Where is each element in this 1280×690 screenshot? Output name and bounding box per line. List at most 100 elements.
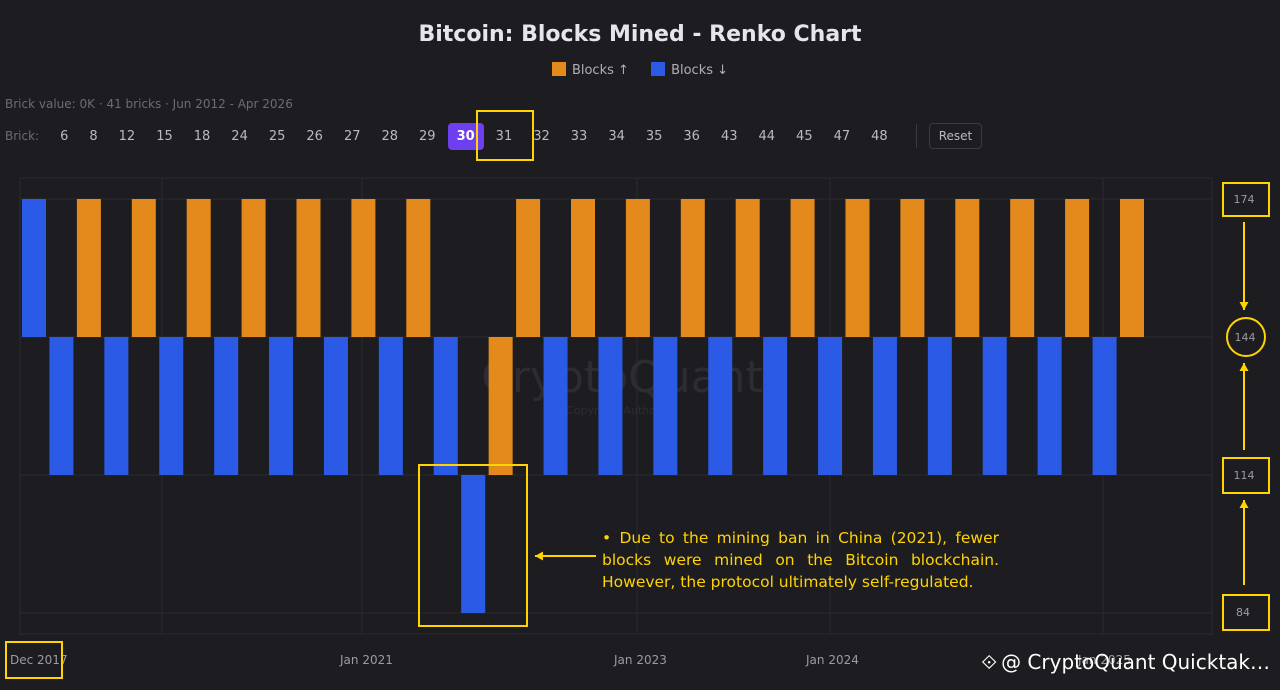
brick-option-18[interactable]: 18 [193,128,211,144]
renko-brick-up [1120,199,1144,337]
reset-button[interactable]: Reset [928,123,983,149]
x-tick-label: Jan 2025 [1078,653,1131,667]
brick-option-28[interactable]: 28 [381,128,399,144]
divider [915,124,917,148]
chart-title: Bitcoin: Blocks Mined - Renko Chart [418,22,862,47]
brick-option-8[interactable]: 8 [89,128,98,144]
arrow-84-up-head [1239,500,1249,508]
brick-info: Brick value: 0K · 41 bricks · Jun 2012 -… [5,97,293,111]
y-tick-label: 114 [1233,469,1255,482]
footer-credit: ⟐ @ CryptoQuant Quicktak… [981,650,1270,674]
legend-item-down[interactable]: Blocks ↓ [651,62,728,78]
y-min-highlight [1222,594,1270,631]
arrow-114-to-144-head [1239,363,1249,371]
renko-brick-down [269,337,294,475]
renko-brick-up [1010,199,1035,337]
brick-option-35[interactable]: 35 [645,128,663,144]
brick-option-31[interactable]: 31 [495,128,513,144]
brick-option-32[interactable]: 32 [533,128,550,144]
brick-option-15[interactable]: 15 [156,128,173,144]
renko-brick-up [516,199,541,337]
legend: Blocks ↑ Blocks ↓ [0,62,1280,78]
brick-option-48[interactable]: 48 [871,128,888,144]
arrow-annotation-head [535,551,543,561]
renko-brick-up [241,199,266,337]
renko-brick-up [900,199,925,337]
x-tick-label: Jan 2021 [340,653,393,667]
renko-brick-down [927,337,952,475]
x-tick-label: Dec 2017 [10,653,68,667]
renko-brick-down [818,337,843,475]
renko-brick-up [955,199,980,337]
renko-brick-up [186,199,211,337]
brick-option-6[interactable]: 6 [60,128,69,144]
annotation-text: • Due to the mining ban in China (2021),… [602,529,999,591]
arrow-174-to-144-head [1239,302,1249,310]
renko-brick-down [433,337,458,475]
selected-brick-highlight [476,110,534,161]
plot-frame [19,177,1213,635]
brick-option-26[interactable]: 26 [306,128,323,144]
renko-brick-up [1065,199,1090,337]
legend-swatch-down [651,62,666,76]
renko-brick-down [708,337,733,475]
y-mid-highlight [1226,317,1266,357]
brick-option-47[interactable]: 47 [833,128,851,144]
renko-brick-down [1037,337,1062,475]
renko-brick-down [49,337,74,475]
renko-brick-up [680,199,705,337]
x-tick-label: Jan 2024 [806,653,859,667]
y-low-highlight [1222,457,1270,494]
renko-brick-up [790,199,815,337]
renko-brick-down [323,337,348,475]
renko-brick-down [22,199,46,337]
renko-brick-up [296,199,321,337]
renko-brick-up [351,199,376,337]
renko-brick-down [159,337,184,475]
brick-option-44[interactable]: 44 [758,128,776,144]
renko-brick-up [76,199,101,337]
renko-brick-down [214,337,239,475]
renko-brick-down [982,337,1007,475]
brick-option-36[interactable]: 36 [683,128,700,144]
renko-brick-up [571,199,595,337]
x-tick-label: Jan 2023 [614,653,667,667]
brick-option-27[interactable]: 27 [343,128,361,144]
renko-brick-up [735,199,760,337]
y-max-highlight [1222,182,1270,217]
legend-swatch-up [551,62,566,76]
renko-brick-up [131,199,156,337]
cryptoquant-logo-icon: ⟐ [981,650,998,674]
brick-option-25[interactable]: 25 [268,128,286,144]
brick-label: Brick: [5,129,40,143]
renko-brick-down [872,337,897,475]
renko-brick-down [543,337,568,475]
renko-brick-down [763,337,788,475]
renko-brick-down [653,337,678,475]
brick-option-33[interactable]: 33 [570,128,588,144]
legend-label-down: Blocks ↓ [671,63,729,78]
renko-brick-down [461,475,486,613]
brick-option-12[interactable]: 12 [118,128,136,144]
legend-label-up: Blocks ↑ [571,63,629,78]
renko-brick-down [378,337,403,475]
renko-brick-down [1092,337,1117,475]
brick-option-45[interactable]: 45 [796,128,813,144]
y-tick-label: 174 [1233,193,1255,206]
brick-option-29[interactable]: 29 [419,128,436,144]
legend-item-up[interactable]: Blocks ↑ [551,62,629,78]
renko-brick-up [625,199,650,337]
renko-brick-down [598,337,623,475]
brick-option-34[interactable]: 34 [608,128,625,144]
y-tick-label: 84 [1236,606,1250,619]
renko-brick-up [488,337,513,475]
x-start-highlight [5,641,63,679]
brick-option-24[interactable]: 24 [231,128,248,144]
china-ban-brick-highlight [418,464,528,627]
renko-brick-down [104,337,129,475]
brick-option-43[interactable]: 43 [720,128,738,144]
footer-text: @ CryptoQuant Quicktak… [1001,650,1270,674]
renko-brick-up [845,199,870,337]
renko-brick-up [406,199,431,337]
